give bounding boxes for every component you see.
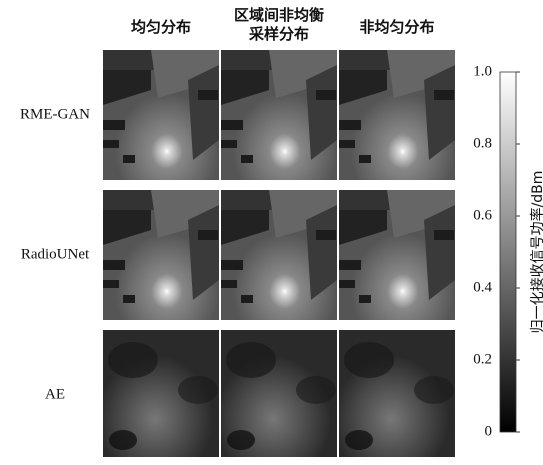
map-image [339,50,455,180]
image-grid [103,50,455,457]
colorbar-tick-label: 1.0 [473,63,492,79]
map-image [221,50,337,180]
colorbar-tick-label: 0.4 [473,279,492,295]
map-image [221,330,337,457]
colorbar-tick-label: 0.6 [473,207,492,223]
column-header: 采样分布 [248,25,309,43]
colorbar-tick-label: 0.2 [473,351,492,367]
figure: 归一化接收信号功率/dBm 均匀分布 区域间非均衡采样分布 非均匀分布 RME-GAN… [0,0,543,460]
map-image [103,190,219,320]
map-image [339,190,455,320]
colorbar [500,72,516,432]
map-image [103,330,219,457]
map-image [221,190,337,320]
column-header: 均匀分布 [131,18,191,36]
column-header: 非均匀分布 [359,18,434,36]
row-label: RadioUNet [21,246,90,262]
row-label: RME-GAN [20,106,90,122]
colorbar-tick-label: 0.8 [473,135,492,151]
map-image [339,330,455,457]
column-header: 区域间非均衡 [234,6,324,24]
row-label: AE [45,386,65,402]
map-image [103,50,219,180]
colorbar-label: 归一化接收信号功率/dBm [529,171,543,334]
colorbar-tick-label: 0 [485,423,493,439]
